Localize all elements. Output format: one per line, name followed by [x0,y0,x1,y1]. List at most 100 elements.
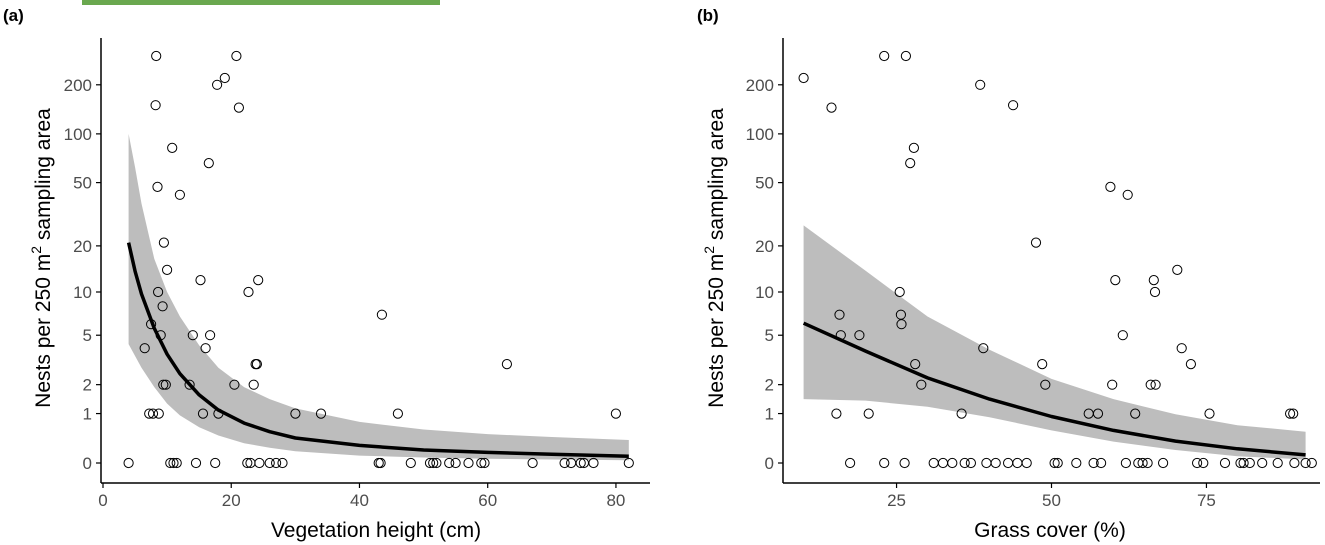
panel-a-point-7 [152,181,163,192]
panel-b-point-23 [959,457,970,469]
panel-b-point-34 [1037,359,1048,370]
panel-b-point-37 [1052,457,1063,469]
panel-a: (a) 0 1 2 5 10 20 50 100 200 0 20 40 60 80 Vegetation… [3,6,650,542]
panel-b-point-45 [1110,275,1121,286]
panel-b-y-tick-label-100: 100 [746,125,774,144]
panel-a-point-59 [463,457,474,469]
panel-a-point-3 [146,319,157,330]
panel-a-x-tick-label-0: 0 [98,491,107,510]
panel-a-point-35 [233,102,244,113]
panel-a-point-68 [588,457,599,469]
panel-b-x-axis-title: Grass cover (%) [974,519,1126,542]
panel-b-point-62 [1198,457,1209,469]
panel-a-y-tick-label-50: 50 [73,174,92,193]
panel-a-point-6 [151,50,162,62]
panel-a-point-16 [165,457,176,469]
panel-b-point-25 [975,79,986,90]
panel-b-point-19 [928,457,939,469]
panel-b-point-33 [1030,237,1042,248]
panel-b-point-49 [1130,408,1141,419]
panel-a-y-tick-label-2: 2 [83,376,92,395]
panel-a-y-tick-label-100: 100 [64,125,92,144]
panel-b-x-tick-label-25: 25 [887,491,906,510]
panel-b-y-tick-label-5: 5 [765,326,774,345]
panel-b-point-26 [978,343,989,354]
panel-a-point-42 [253,275,264,286]
panel-b-point-4 [835,330,846,341]
panel-a-point-25 [197,408,209,419]
panel-a-y-tick-label-1: 1 [83,405,92,424]
panel-a-point-24 [195,275,206,286]
panel-a-y-tick-label-0: 0 [83,454,92,473]
panel-b-fit-line [802,321,1306,457]
panel-a-point-45 [271,457,282,469]
panel-b-point-38 [1071,457,1082,469]
panel-a-x-tick-label-80: 80 [606,491,625,510]
panel-a-point-47 [290,408,301,419]
panel-b-y-tick-label-50: 50 [755,174,774,193]
panel-a-point-55 [428,457,439,469]
panel-b-point-55 [1149,286,1161,298]
panel-b-point-12 [896,319,907,330]
panel-a-point-46 [277,457,288,469]
panel-a-point-48 [315,408,327,419]
panel-a-fit-line [126,242,629,458]
panel-a-y-tick-label-200: 200 [64,76,92,95]
panel-b-point-41 [1092,408,1104,419]
panel-b-point-36 [1049,457,1060,469]
panel-b-point-1 [826,102,837,113]
panel-a-point-41 [251,359,262,370]
panel-b-y-tick-label-2: 2 [765,376,774,395]
panel-a-point-18 [168,457,179,469]
panel-a-plot: 0 1 2 5 10 20 50 100 200 0 20 40 60 80 [64,38,650,510]
panel-a-point-43 [254,457,265,469]
panel-b-y-axis-title: Nests per 250 m2 sampling area [701,108,728,408]
panel-b-point-53 [1145,379,1156,390]
panel-a-point-70 [623,457,634,469]
panel-a-point-17 [167,142,178,153]
panel-b-x-tick-label-75: 75 [1197,491,1216,510]
panel-a-confidence-band [128,133,629,461]
panel-b-point-69 [1272,457,1283,469]
panel-a-letter: (a) [3,6,24,25]
panel-b-point-44 [1107,379,1118,390]
panel-a-point-44 [264,457,275,469]
panel-a-point-34 [231,50,242,62]
panel-b-point-46 [1117,330,1128,341]
panel-a-point-19 [171,457,182,469]
panel-b-point-66 [1238,457,1249,469]
panel-b-point-14 [900,50,912,62]
panel-a-x-tick-label-60: 60 [478,491,497,510]
panel-a-point-10 [155,330,166,341]
panel-b-point-5 [845,457,856,469]
panel-a-point-60 [476,457,487,469]
panel-b-point-47 [1120,457,1132,469]
panel-a-point-58 [450,457,461,469]
panel-a-point-69 [610,408,622,419]
panel-a-point-0 [123,457,134,469]
panel-a-point-53 [405,457,416,469]
panel-b-y-title-superscript: 2 [701,246,717,254]
panel-a-x-axis-title: Vegetation height (cm) [271,519,481,542]
panel-a-y-tick-label-20: 20 [73,237,92,256]
panel-a-point-23 [190,457,202,469]
panel-b-point-71 [1288,408,1299,419]
panel-b-point-27 [981,457,992,469]
panel-b-y-tick-label-20: 20 [755,237,774,256]
panel-a-point-61 [479,457,490,469]
panel-a-point-13 [158,379,169,390]
panel-a-point-51 [376,309,387,320]
panel-a-point-29 [210,457,221,469]
panel-b-point-60 [1185,359,1197,370]
panel-b-point-67 [1244,457,1255,469]
panel-b-point-10 [894,286,905,298]
panel-b-point-73 [1300,457,1311,469]
panel-a-point-49 [373,457,384,469]
panel-a-point-63 [527,457,538,469]
panel-a-point-4 [147,408,159,419]
panel-b-point-30 [1008,100,1019,111]
panel-b-point-42 [1096,457,1107,469]
panel-b-point-58 [1172,264,1183,275]
